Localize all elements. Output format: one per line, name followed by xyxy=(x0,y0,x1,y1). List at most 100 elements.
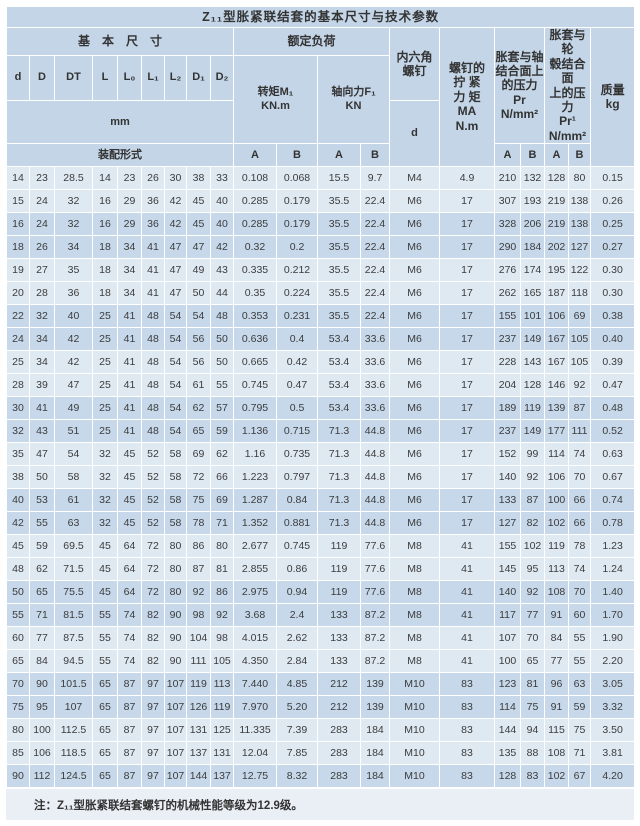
cell: 90 xyxy=(29,672,55,697)
cell: 81 xyxy=(520,672,545,697)
cell: 82 xyxy=(141,626,165,651)
cell: 75.5 xyxy=(54,580,93,605)
cell: 94.5 xyxy=(54,649,93,674)
cell: 44.8 xyxy=(360,511,390,536)
cell: 3.68 xyxy=(233,603,277,628)
cell: 18 xyxy=(92,235,118,260)
cell: 71.3 xyxy=(317,442,361,467)
cell: 41 xyxy=(117,350,142,375)
cell: 69 xyxy=(210,488,234,513)
cell: M8 xyxy=(389,580,440,605)
cell: 105 xyxy=(568,327,591,352)
table-row: 32 43 51 25 41 48 54 65 59 1.136 0.715 71.3 44.8 M6 17… xyxy=(6,419,636,444)
cell: 1.90 xyxy=(589,626,636,651)
cell: 58 xyxy=(164,511,187,536)
cell: 34 xyxy=(54,235,93,260)
cell: 44.8 xyxy=(360,488,390,513)
cell: 58 xyxy=(164,465,187,490)
header-row-4: 装配形式 A B A B A B A B xyxy=(6,143,635,168)
cell: 17 xyxy=(439,189,495,214)
cell: 17 xyxy=(439,465,495,490)
cell: 14 xyxy=(92,166,118,191)
cell: 119 xyxy=(317,534,361,559)
cell: M8 xyxy=(389,557,440,582)
cell: 42 xyxy=(6,511,30,536)
cell: 114 xyxy=(544,442,569,467)
cell: 15 xyxy=(6,189,30,214)
cell: 2.84 xyxy=(276,649,318,674)
header-pressure-A2: A xyxy=(544,143,569,168)
cell: 90 xyxy=(164,626,187,651)
cell: 102 xyxy=(520,534,545,559)
cell: 32 xyxy=(6,419,30,444)
cell: 0.52 xyxy=(589,419,636,444)
cell: 133 xyxy=(317,649,361,674)
cell: 119 xyxy=(317,580,361,605)
cell: 127 xyxy=(494,511,521,536)
cell: 22.4 xyxy=(360,235,390,260)
header-dim-D2: D₂ xyxy=(210,54,234,102)
cell: 70 xyxy=(6,672,30,697)
cell: 3.32 xyxy=(589,695,636,720)
cell: M6 xyxy=(389,304,440,329)
cell: 50 xyxy=(210,327,234,352)
cell: 88 xyxy=(520,741,545,766)
cell: 99 xyxy=(520,442,545,467)
cell: 115 xyxy=(544,718,569,743)
cell: 41 xyxy=(141,235,165,260)
cell: 25 xyxy=(92,419,118,444)
cell: 86 xyxy=(210,580,234,605)
cell: 48 xyxy=(141,304,165,329)
cell: 34 xyxy=(29,327,55,352)
cell: 53 xyxy=(29,488,55,513)
cell: 28 xyxy=(29,281,55,306)
cell: 78 xyxy=(186,511,211,536)
cell: 82 xyxy=(141,649,165,674)
table-row: 40 53 61 32 45 52 58 75 69 1.287 0.84 71.3 44.8 M6 17 1… xyxy=(6,488,636,513)
cell: 33 xyxy=(210,166,234,191)
cell: 40 xyxy=(54,304,93,329)
cell: 75 xyxy=(520,695,545,720)
cell: 112 xyxy=(29,764,55,789)
cell: 25 xyxy=(92,327,118,352)
cell: 75 xyxy=(186,488,211,513)
cell: 66 xyxy=(568,511,591,536)
cell: 0.32 xyxy=(233,235,277,260)
header-pressure-B2: B xyxy=(568,143,591,168)
cell: 108 xyxy=(544,741,569,766)
cell: 80 xyxy=(6,718,30,743)
cell: 80 xyxy=(568,166,591,191)
cell: 55 xyxy=(6,603,30,628)
cell: 87 xyxy=(117,718,142,743)
cell: 56 xyxy=(186,350,211,375)
cell: 290 xyxy=(494,235,521,260)
cell: 174 xyxy=(520,258,545,283)
cell: 65 xyxy=(92,741,118,766)
cell: 237 xyxy=(494,327,521,352)
header-load-B2: B xyxy=(360,143,390,168)
cell: 59 xyxy=(210,419,234,444)
cell: 123 xyxy=(494,672,521,697)
cell: 139 xyxy=(544,396,569,421)
cell: 111 xyxy=(186,649,211,674)
cell: 87.5 xyxy=(54,626,93,651)
cell: 119 xyxy=(520,396,545,421)
cell: 119 xyxy=(544,534,569,559)
cell: 19 xyxy=(6,258,30,283)
cell: 80 xyxy=(210,534,234,559)
cell: 34 xyxy=(29,350,55,375)
table-row: 35 47 54 32 45 52 58 69 62 1.16 0.735 71.3 44.8 M6 17 1… xyxy=(6,442,636,467)
cell: 65 xyxy=(92,672,118,697)
cell: 41 xyxy=(141,281,165,306)
cell: 102 xyxy=(544,511,569,536)
cell: 45 xyxy=(6,534,30,559)
table-row: 19 27 35 18 34 41 47 49 43 0.335 0.212 35.5 22.4 M6 17… xyxy=(6,258,636,283)
cell: 77 xyxy=(544,649,569,674)
cell: 87 xyxy=(117,764,142,789)
cell: 72 xyxy=(186,465,211,490)
cell: 1.70 xyxy=(589,603,636,628)
cell: 17 xyxy=(439,350,495,375)
cell: 139 xyxy=(360,672,390,697)
cell: 32 xyxy=(54,189,93,214)
cell: 0.48 xyxy=(589,396,636,421)
